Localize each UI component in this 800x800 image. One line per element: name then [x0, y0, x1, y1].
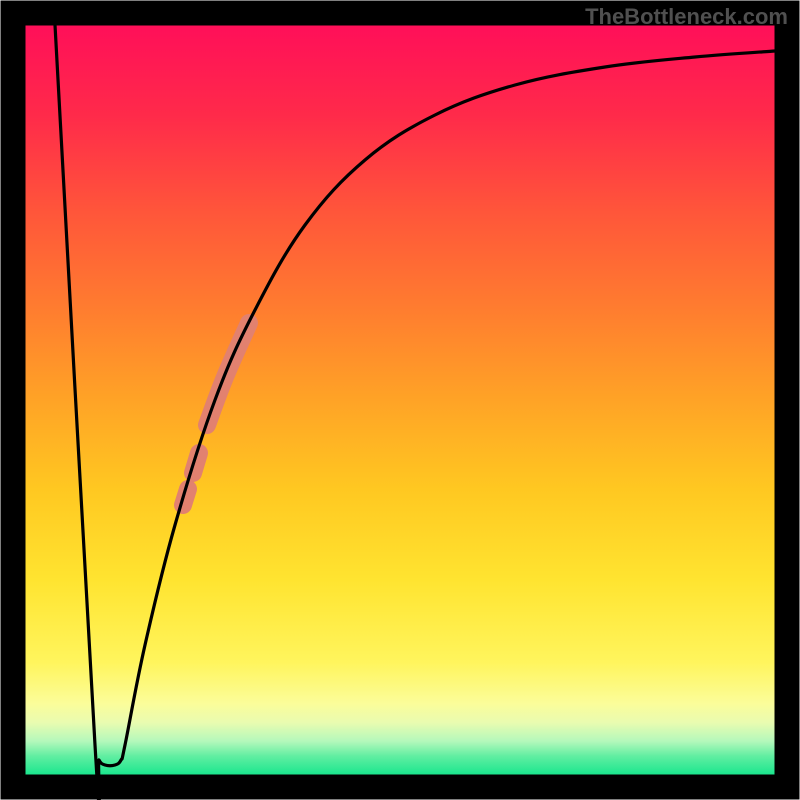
bottleneck-chart: TheBottleneck.com	[0, 0, 800, 800]
watermark-text: TheBottleneck.com	[585, 4, 788, 30]
gradient-background	[25, 25, 775, 775]
chart-svg	[0, 0, 800, 800]
